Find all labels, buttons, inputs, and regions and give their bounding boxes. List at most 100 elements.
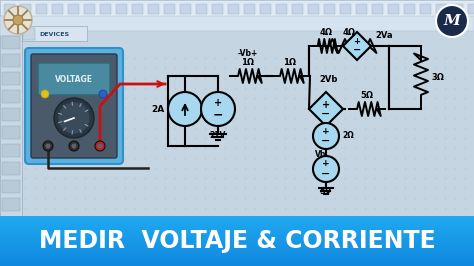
Bar bbox=[0, 218, 474, 219]
Bar bbox=[164, 4, 175, 14]
Bar bbox=[356, 4, 367, 14]
Circle shape bbox=[99, 90, 107, 98]
Bar bbox=[0, 223, 474, 224]
Bar bbox=[0, 219, 474, 220]
Bar bbox=[36, 4, 47, 14]
Text: 4Ω: 4Ω bbox=[343, 28, 356, 37]
Bar bbox=[0, 252, 474, 253]
Bar bbox=[0, 243, 474, 244]
Circle shape bbox=[13, 15, 23, 25]
Circle shape bbox=[168, 92, 202, 126]
Text: −: − bbox=[321, 136, 331, 146]
Circle shape bbox=[72, 143, 76, 148]
Bar bbox=[0, 239, 474, 240]
Text: VOLTAGE: VOLTAGE bbox=[55, 74, 93, 84]
Text: 2Vb: 2Vb bbox=[320, 75, 338, 84]
Bar bbox=[2, 180, 20, 193]
Bar bbox=[2, 162, 20, 175]
Bar bbox=[0, 232, 474, 233]
Bar bbox=[0, 261, 474, 262]
Bar bbox=[212, 4, 223, 14]
Bar bbox=[68, 4, 79, 14]
Bar bbox=[308, 4, 319, 14]
Text: 1Ω: 1Ω bbox=[283, 58, 297, 67]
Bar bbox=[0, 16, 22, 218]
Bar bbox=[0, 227, 474, 228]
Bar bbox=[2, 108, 20, 121]
Text: 1Ω: 1Ω bbox=[241, 58, 255, 67]
Bar bbox=[0, 235, 474, 236]
Bar bbox=[0, 217, 474, 218]
Bar bbox=[0, 233, 474, 234]
Circle shape bbox=[4, 6, 32, 34]
Text: 2Va: 2Va bbox=[375, 31, 392, 40]
Text: −: − bbox=[213, 109, 223, 122]
Text: −: − bbox=[353, 45, 361, 55]
Bar bbox=[196, 4, 207, 14]
Bar bbox=[0, 262, 474, 263]
Circle shape bbox=[95, 141, 105, 151]
Text: −: − bbox=[321, 169, 331, 179]
Bar bbox=[452, 4, 463, 14]
Bar bbox=[2, 54, 20, 67]
Bar bbox=[84, 4, 95, 14]
Text: MEDIR  VOLTAJE & CORRIENTE: MEDIR VOLTAJE & CORRIENTE bbox=[38, 229, 436, 253]
Bar bbox=[0, 237, 474, 238]
Bar bbox=[0, 249, 474, 250]
Text: 2Ω: 2Ω bbox=[342, 131, 354, 140]
Bar bbox=[116, 4, 127, 14]
Bar bbox=[132, 4, 143, 14]
Circle shape bbox=[313, 156, 339, 182]
Bar bbox=[2, 144, 20, 157]
Circle shape bbox=[201, 92, 235, 126]
Bar bbox=[0, 253, 474, 254]
Text: +: + bbox=[354, 38, 361, 47]
Bar bbox=[0, 16, 22, 36]
Bar bbox=[0, 260, 474, 261]
Circle shape bbox=[43, 141, 53, 151]
Text: 3Ω: 3Ω bbox=[431, 73, 444, 82]
Bar bbox=[4, 4, 15, 14]
Polygon shape bbox=[309, 92, 343, 126]
Bar bbox=[0, 256, 474, 257]
Bar bbox=[52, 4, 63, 14]
Bar bbox=[0, 238, 474, 239]
Bar bbox=[0, 240, 474, 241]
Bar bbox=[0, 226, 474, 227]
Bar bbox=[0, 216, 474, 217]
Bar bbox=[468, 4, 474, 14]
Bar bbox=[0, 263, 474, 264]
Text: DEVICES: DEVICES bbox=[39, 31, 69, 36]
Text: 5V: 5V bbox=[320, 187, 332, 196]
Bar bbox=[0, 257, 474, 258]
Circle shape bbox=[46, 143, 51, 148]
Bar bbox=[372, 4, 383, 14]
Bar bbox=[0, 244, 474, 245]
Bar bbox=[180, 4, 191, 14]
Bar bbox=[0, 236, 474, 237]
Bar bbox=[0, 220, 474, 221]
Bar bbox=[0, 241, 474, 242]
Bar bbox=[404, 4, 415, 14]
Bar bbox=[324, 4, 335, 14]
Bar bbox=[0, 264, 474, 265]
Text: 21V: 21V bbox=[210, 131, 226, 140]
Bar bbox=[0, 229, 474, 230]
Bar bbox=[0, 254, 474, 255]
Bar bbox=[340, 4, 351, 14]
Circle shape bbox=[98, 143, 102, 148]
Text: M: M bbox=[444, 14, 460, 28]
Bar bbox=[0, 255, 474, 256]
Bar bbox=[0, 265, 474, 266]
Bar bbox=[0, 230, 474, 231]
Bar bbox=[2, 198, 20, 211]
Text: -Vb+: -Vb+ bbox=[238, 49, 258, 58]
Text: 4Ω: 4Ω bbox=[319, 28, 332, 37]
Bar bbox=[0, 258, 474, 259]
Bar bbox=[0, 16, 474, 31]
Bar bbox=[420, 4, 431, 14]
FancyBboxPatch shape bbox=[31, 54, 117, 158]
Bar bbox=[260, 4, 271, 14]
Bar bbox=[0, 221, 474, 222]
Bar bbox=[0, 247, 474, 248]
